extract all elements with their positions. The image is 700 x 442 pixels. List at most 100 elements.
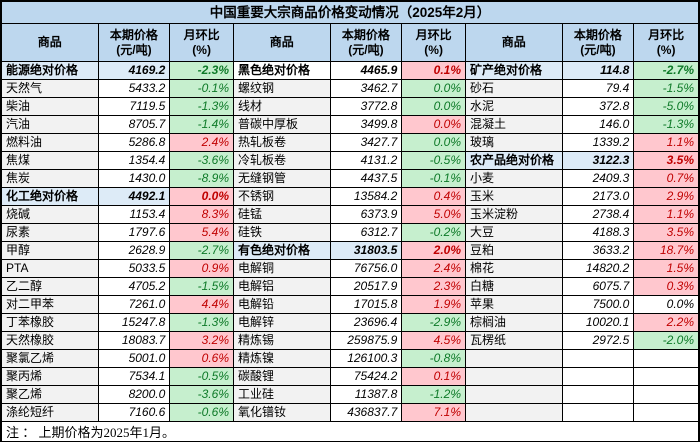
- mom-change-cell[interactable]: -2.9%: [402, 314, 466, 332]
- commodity-name-cell[interactable]: 硅锰: [234, 206, 331, 224]
- current-price-cell[interactable]: 14820.2: [562, 260, 635, 278]
- current-price-cell[interactable]: 114.8: [562, 62, 635, 80]
- current-price-cell[interactable]: 146.0: [562, 116, 635, 134]
- commodity-name-cell[interactable]: 精炼镍: [234, 350, 331, 368]
- current-price-cell[interactable]: 6075.7: [562, 278, 635, 296]
- current-price-cell[interactable]: 7534.1: [98, 368, 171, 386]
- mom-change-cell[interactable]: -2.3%: [170, 62, 234, 80]
- mom-change-cell[interactable]: -1.4%: [170, 116, 234, 134]
- commodity-name-cell[interactable]: 聚氯乙烯: [2, 350, 99, 368]
- current-price-cell[interactable]: 18083.7: [98, 332, 171, 350]
- commodity-name-cell[interactable]: 天然橡胶: [2, 332, 99, 350]
- mom-change-cell[interactable]: 0.4%: [402, 188, 466, 206]
- commodity-name-cell[interactable]: 瓦楞纸: [466, 332, 563, 350]
- column-header-commodity[interactable]: 商品: [2, 24, 99, 61]
- commodity-name-cell[interactable]: 烧碱: [2, 206, 99, 224]
- column-header-commodity[interactable]: 商品: [234, 24, 331, 61]
- commodity-name-cell[interactable]: 混凝土: [466, 116, 563, 134]
- column-header-mom-change[interactable]: 月环比 (%): [634, 24, 698, 61]
- current-price-cell[interactable]: 75424.2: [330, 368, 403, 386]
- commodity-name-cell[interactable]: 电解铅: [234, 296, 331, 314]
- mom-change-cell[interactable]: -1.2%: [402, 386, 466, 404]
- current-price-cell[interactable]: 126100.3: [330, 350, 403, 368]
- mom-change-cell[interactable]: 0.1%: [402, 368, 466, 386]
- commodity-name-cell[interactable]: 砂石: [466, 80, 563, 98]
- commodity-name-cell[interactable]: 小麦: [466, 170, 563, 188]
- commodity-name-cell[interactable]: 聚丙烯: [2, 368, 99, 386]
- commodity-name-cell[interactable]: 黑色绝对价格: [234, 62, 331, 80]
- commodity-name-cell[interactable]: 甲醇: [2, 242, 99, 260]
- commodity-name-cell[interactable]: 天然气: [2, 80, 99, 98]
- commodity-name-cell[interactable]: 尿素: [2, 224, 99, 242]
- current-price-cell[interactable]: 4465.9: [330, 62, 403, 80]
- commodity-name-cell[interactable]: 电解铝: [234, 278, 331, 296]
- mom-change-cell[interactable]: -0.1%: [402, 170, 466, 188]
- current-price-cell[interactable]: [562, 350, 635, 368]
- mom-change-cell[interactable]: 18.7%: [634, 242, 698, 260]
- commodity-name-cell[interactable]: 冷轧板卷: [234, 152, 331, 170]
- commodity-name-cell[interactable]: 对二甲苯: [2, 296, 99, 314]
- current-price-cell[interactable]: 4492.1: [98, 188, 171, 206]
- column-header-current-price[interactable]: 本期价格 (元/吨): [562, 24, 635, 61]
- commodity-name-cell[interactable]: [466, 386, 563, 404]
- current-price-cell[interactable]: 259875.9: [330, 332, 403, 350]
- mom-change-cell[interactable]: -3.6%: [170, 152, 234, 170]
- mom-change-cell[interactable]: -0.5%: [402, 152, 466, 170]
- column-header-mom-change[interactable]: 月环比 (%): [402, 24, 466, 61]
- commodity-name-cell[interactable]: 大豆: [466, 224, 563, 242]
- current-price-cell[interactable]: 5033.5: [98, 260, 171, 278]
- mom-change-cell[interactable]: 2.4%: [170, 134, 234, 152]
- commodity-name-cell[interactable]: 苹果: [466, 296, 563, 314]
- current-price-cell[interactable]: 20517.9: [330, 278, 403, 296]
- current-price-cell[interactable]: 1153.4: [98, 206, 171, 224]
- mom-change-cell[interactable]: 0.7%: [634, 170, 698, 188]
- mom-change-cell[interactable]: [634, 350, 698, 368]
- current-price-cell[interactable]: 1354.4: [98, 152, 171, 170]
- commodity-name-cell[interactable]: 能源绝对价格: [2, 62, 99, 80]
- current-price-cell[interactable]: 372.8: [562, 98, 635, 116]
- current-price-cell[interactable]: 15247.8: [98, 314, 171, 332]
- current-price-cell[interactable]: 3122.3: [562, 152, 635, 170]
- commodity-name-cell[interactable]: 矿产绝对价格: [466, 62, 563, 80]
- mom-change-cell[interactable]: 0.0%: [170, 188, 234, 206]
- commodity-name-cell[interactable]: 无缝钢管: [234, 170, 331, 188]
- commodity-name-cell[interactable]: 氧化镨钕: [234, 404, 331, 422]
- mom-change-cell[interactable]: [634, 404, 698, 422]
- current-price-cell[interactable]: 3772.8: [330, 98, 403, 116]
- current-price-cell[interactable]: 1430.0: [98, 170, 171, 188]
- current-price-cell[interactable]: 23696.4: [330, 314, 403, 332]
- mom-change-cell[interactable]: 1.1%: [634, 206, 698, 224]
- column-header-current-price[interactable]: 本期价格 (元/吨): [330, 24, 403, 61]
- commodity-name-cell[interactable]: 白糖: [466, 278, 563, 296]
- current-price-cell[interactable]: 31803.5: [330, 242, 403, 260]
- mom-change-cell[interactable]: 2.0%: [402, 242, 466, 260]
- mom-change-cell[interactable]: -1.3%: [170, 314, 234, 332]
- mom-change-cell[interactable]: 8.3%: [170, 206, 234, 224]
- mom-change-cell[interactable]: 5.0%: [402, 206, 466, 224]
- current-price-cell[interactable]: 4437.5: [330, 170, 403, 188]
- mom-change-cell[interactable]: 1.1%: [634, 134, 698, 152]
- commodity-name-cell[interactable]: 玻璃: [466, 134, 563, 152]
- current-price-cell[interactable]: 2409.3: [562, 170, 635, 188]
- commodity-name-cell[interactable]: 聚乙烯: [2, 386, 99, 404]
- commodity-name-cell[interactable]: 碳酸锂: [234, 368, 331, 386]
- current-price-cell[interactable]: 79.4: [562, 80, 635, 98]
- mom-change-cell[interactable]: 0.0%: [402, 134, 466, 152]
- current-price-cell[interactable]: 8705.7: [98, 116, 171, 134]
- commodity-name-cell[interactable]: 螺纹钢: [234, 80, 331, 98]
- current-price-cell[interactable]: 5001.0: [98, 350, 171, 368]
- current-price-cell[interactable]: 2628.9: [98, 242, 171, 260]
- current-price-cell[interactable]: 7261.0: [98, 296, 171, 314]
- current-price-cell[interactable]: 8200.0: [98, 386, 171, 404]
- mom-change-cell[interactable]: -0.5%: [170, 368, 234, 386]
- commodity-name-cell[interactable]: PTA: [2, 260, 99, 278]
- mom-change-cell[interactable]: 0.6%: [170, 350, 234, 368]
- mom-change-cell[interactable]: 2.4%: [402, 260, 466, 278]
- commodity-name-cell[interactable]: 涤纶短纤: [2, 404, 99, 422]
- commodity-name-cell[interactable]: 燃料油: [2, 134, 99, 152]
- mom-change-cell[interactable]: -2.0%: [634, 332, 698, 350]
- commodity-name-cell[interactable]: 电解铜: [234, 260, 331, 278]
- current-price-cell[interactable]: 5286.8: [98, 134, 171, 152]
- mom-change-cell[interactable]: 2.2%: [634, 314, 698, 332]
- commodity-name-cell[interactable]: 棕榈油: [466, 314, 563, 332]
